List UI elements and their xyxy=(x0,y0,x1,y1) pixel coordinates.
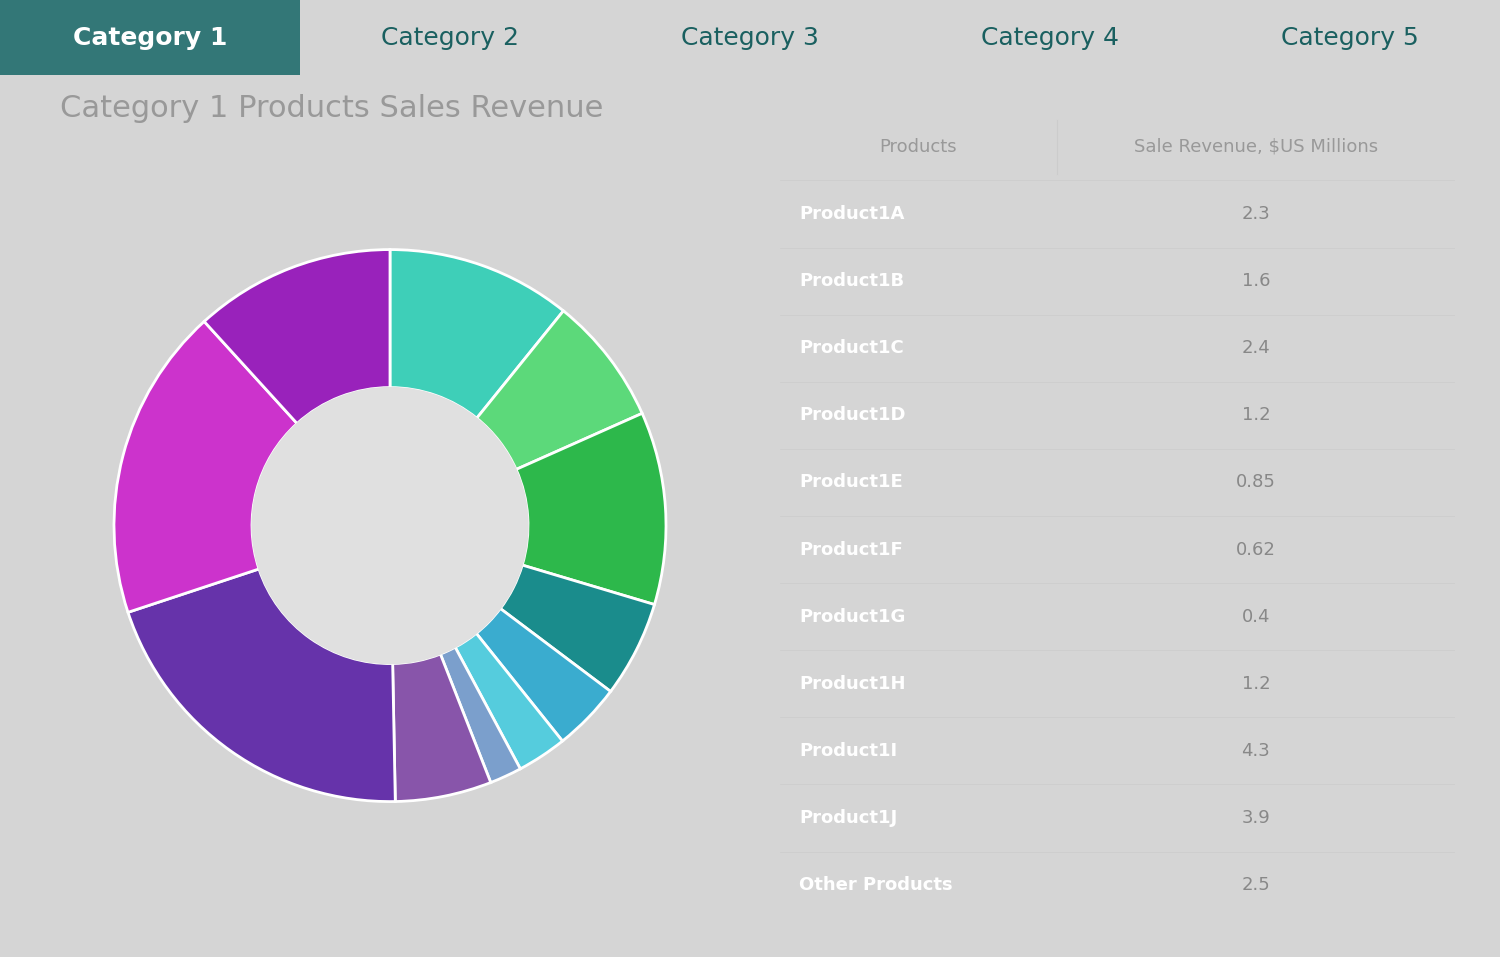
Wedge shape xyxy=(516,413,666,605)
Text: 1.2: 1.2 xyxy=(1242,407,1270,424)
Wedge shape xyxy=(501,565,654,692)
Wedge shape xyxy=(476,609,610,741)
Text: Category 1 Products Sales Revenue: Category 1 Products Sales Revenue xyxy=(60,94,603,123)
Text: 0.85: 0.85 xyxy=(1236,474,1276,492)
Text: 1.6: 1.6 xyxy=(1242,272,1270,290)
Text: 0.4: 0.4 xyxy=(1242,608,1270,626)
Text: Product1D: Product1D xyxy=(800,407,906,424)
Text: 3.9: 3.9 xyxy=(1242,809,1270,827)
Text: Other Products: Other Products xyxy=(800,877,952,894)
Text: Category 2: Category 2 xyxy=(381,26,519,50)
Text: 0.62: 0.62 xyxy=(1236,541,1276,559)
Wedge shape xyxy=(454,634,562,768)
Text: Product1J: Product1J xyxy=(800,809,897,827)
Wedge shape xyxy=(441,647,520,783)
Text: Product1I: Product1I xyxy=(800,742,897,760)
Text: 2.5: 2.5 xyxy=(1242,877,1270,894)
Text: 1.2: 1.2 xyxy=(1242,675,1270,693)
Text: Product1G: Product1G xyxy=(800,608,906,626)
Wedge shape xyxy=(390,250,564,418)
Text: 2.4: 2.4 xyxy=(1242,339,1270,357)
Wedge shape xyxy=(128,569,396,802)
Text: Category 4: Category 4 xyxy=(981,26,1119,50)
FancyBboxPatch shape xyxy=(0,0,300,75)
Wedge shape xyxy=(204,250,390,424)
Text: Product1E: Product1E xyxy=(800,474,903,492)
Circle shape xyxy=(252,388,528,663)
Text: Category 5: Category 5 xyxy=(1281,26,1419,50)
Text: Products: Products xyxy=(879,138,957,156)
Text: Product1A: Product1A xyxy=(800,205,904,223)
Text: Category 1: Category 1 xyxy=(74,26,226,50)
Text: Product1H: Product1H xyxy=(800,675,906,693)
Wedge shape xyxy=(393,654,490,802)
Text: Product1B: Product1B xyxy=(800,272,904,290)
Text: 2.3: 2.3 xyxy=(1242,205,1270,223)
Text: Product1F: Product1F xyxy=(800,541,903,559)
Text: 4.3: 4.3 xyxy=(1242,742,1270,760)
Text: Product1C: Product1C xyxy=(800,339,904,357)
Wedge shape xyxy=(477,311,642,470)
Text: Category 3: Category 3 xyxy=(681,26,819,50)
Wedge shape xyxy=(114,322,297,612)
Text: Sale Revenue, $US Millions: Sale Revenue, $US Millions xyxy=(1134,138,1378,156)
